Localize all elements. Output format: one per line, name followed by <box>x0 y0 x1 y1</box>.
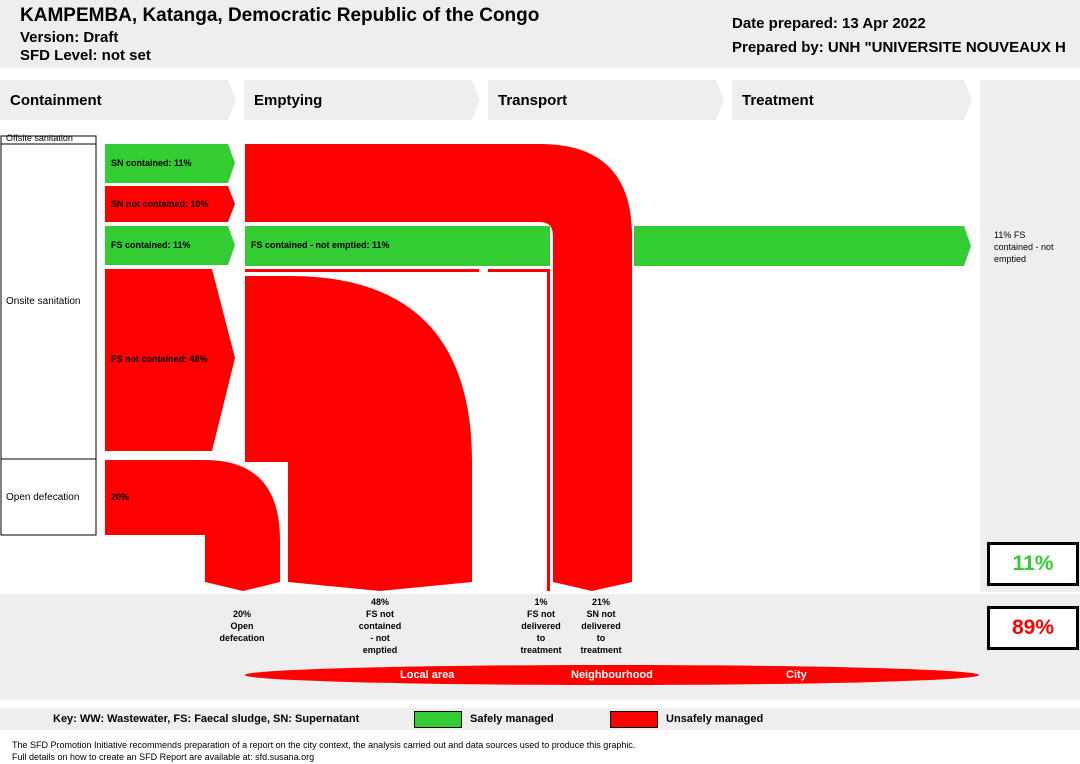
footer-line-2: Full details on how to create an SFD Rep… <box>12 752 315 762</box>
footer-line-1: The SFD Promotion Initiative recommends … <box>12 740 636 750</box>
flow-fs-not-contained <box>105 269 235 451</box>
area-neighbourhood-label: Neighbourhood <box>571 669 653 681</box>
flow-fs-thin-transport <box>488 269 550 272</box>
bottom-label-fs-not-delivered: 1% FS not delivered to treatment <box>520 597 562 655</box>
flow-open-defecation <box>105 460 280 591</box>
stage-arrow-transport <box>488 80 724 120</box>
bottom-label-open-defecation: 20% Open defecation <box>219 609 265 643</box>
offsite-sanitation-label: Offsite sanitation <box>6 133 73 143</box>
flow-sn-contained <box>105 144 235 183</box>
bottom-label-sn-not-delivered: 21% SN not delivered to treatment <box>580 597 622 655</box>
flow-fs-not-contained-not-emptied <box>245 276 472 591</box>
key-safe-label: Safely managed <box>470 713 554 725</box>
open-defecation-box <box>0 458 97 536</box>
onsite-box <box>0 143 97 460</box>
flow-sn-not-delivered <box>245 144 632 591</box>
version-label: Version: Draft <box>20 29 119 46</box>
open-defecation-label: Open defecation <box>6 492 80 503</box>
stage-header-shapes <box>0 80 972 120</box>
page-title: KAMPEMBA, Katanga, Democratic Republic o… <box>20 5 540 26</box>
fs-contained-label: FS contained: 11% <box>111 240 191 250</box>
stage-arrow-treatment <box>732 80 972 120</box>
open-defecation-percent-label: 20% <box>111 492 130 502</box>
stage-arrow-containment <box>0 80 236 120</box>
area-local-label: Local area <box>400 669 455 681</box>
header-background <box>0 0 1080 68</box>
key-text: Key: WW: Wastewater, FS: Faecal sludge, … <box>53 713 360 725</box>
key-unsafe-swatch <box>610 711 658 728</box>
sn-contained-label: SN contained: 11% <box>111 158 192 168</box>
date-prepared-label: Date prepared: 13 Apr 2022 <box>732 15 926 32</box>
unsafely-managed-percent: 89% <box>987 606 1079 650</box>
area-city-label: City <box>786 669 807 681</box>
treatment-outcome-label: 11% FS contained - not emptied <box>994 230 1054 264</box>
bottom-label-fs-not-contained: 48% FS not contained - not emptied <box>358 597 402 655</box>
flow-fs-not-delivered <box>547 269 550 591</box>
stage-arrow-emptying <box>244 80 480 120</box>
flow-fs-contained-not-emptied <box>245 226 550 266</box>
flow-sn-not-contained <box>105 186 235 222</box>
prepared-by-label: Prepared by: UNH "UNIVERSITE NOUVEAUX H <box>732 39 1066 56</box>
fs-contained-not-emptied-label: FS contained - not emptied: 11% <box>251 240 390 250</box>
area-ellipse <box>245 665 979 685</box>
key-bar <box>0 708 1080 730</box>
onsite-sanitation-label: Onsite sanitation <box>6 296 81 307</box>
sn-not-contained-label: SN not contained: 10% <box>111 199 209 209</box>
flow-fs-contained-not-emptied-treatment <box>634 226 971 266</box>
key-unsafe-label: Unsafely managed <box>666 713 764 725</box>
sfd-level-label: SFD Level: not set <box>20 47 151 64</box>
safely-managed-percent: 11% <box>987 542 1079 586</box>
key-safe-swatch <box>414 711 462 728</box>
flow-fs-thin-emptying <box>245 269 479 272</box>
fs-not-contained-label: FS not contained: 48% <box>111 354 208 364</box>
flow-fs-contained <box>105 226 235 265</box>
outcome-panel <box>980 80 1080 592</box>
